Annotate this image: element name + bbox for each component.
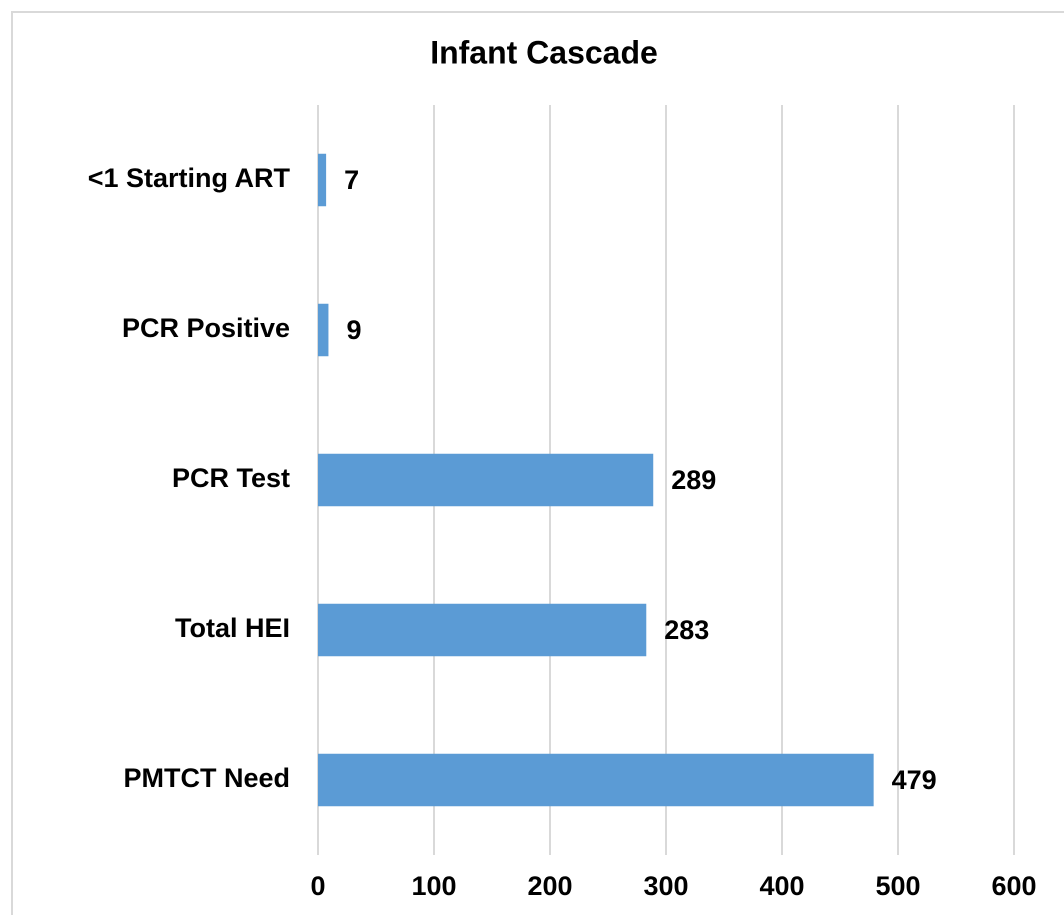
bar xyxy=(318,453,654,507)
x-tick-label: 300 xyxy=(643,871,688,901)
value-label: 479 xyxy=(892,765,937,795)
x-tick-label: 100 xyxy=(411,871,456,901)
value-label: 289 xyxy=(671,465,716,495)
bar xyxy=(318,303,329,357)
bar xyxy=(318,153,327,207)
value-label: 7 xyxy=(344,165,359,195)
y-tick-label: PCR Test xyxy=(172,463,290,493)
y-tick-label: <1 Starting ART xyxy=(88,163,291,193)
x-tick-label: 600 xyxy=(991,871,1036,901)
x-tick-label: 200 xyxy=(527,871,572,901)
chart-frame xyxy=(11,11,1064,915)
chart-title: Infant Cascade xyxy=(430,34,658,70)
x-tick-label: 400 xyxy=(759,871,804,901)
value-label: 283 xyxy=(664,615,709,645)
bar xyxy=(318,603,647,657)
x-tick-label: 0 xyxy=(310,871,325,901)
value-label: 9 xyxy=(346,315,361,345)
x-tick-label: 500 xyxy=(875,871,920,901)
y-tick-label: PCR Positive xyxy=(122,313,290,343)
y-tick-label: Total HEI xyxy=(175,613,290,643)
bar xyxy=(318,753,874,807)
y-tick-label: PMTCT Need xyxy=(123,763,290,793)
